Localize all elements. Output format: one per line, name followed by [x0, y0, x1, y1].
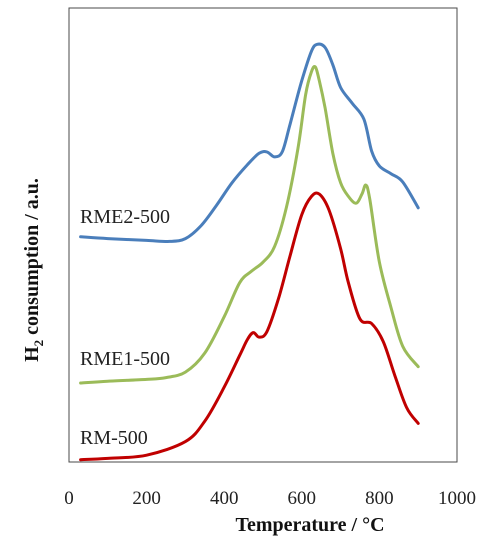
x-tick-label-400: 400	[210, 488, 239, 509]
x-tick-label-600: 600	[288, 488, 317, 509]
series-line-rm-500	[79, 191, 420, 462]
series-lines	[79, 42, 420, 462]
series-label-rme1: RME1-500	[80, 348, 170, 370]
x-axis-title: Temperature / °C	[235, 514, 384, 536]
y-axis-title-subscript: 2	[31, 340, 46, 347]
x-tick-label-800: 800	[365, 488, 394, 509]
y-axis-title: H2 consumption / a.u.	[21, 178, 46, 362]
series-label-rme2: RME2-500	[80, 206, 170, 228]
y-axis-title-suffix: consumption / a.u.	[21, 178, 43, 340]
x-tick-label-200: 200	[132, 488, 161, 509]
series-line-rme2-500	[79, 42, 420, 243]
series-line-rme1-500	[79, 65, 420, 385]
x-tick-label-0: 0	[64, 488, 74, 509]
x-tick-labels: 0 200 400 600 800 1000	[64, 488, 476, 509]
x-tick-label-1000: 1000	[438, 488, 476, 509]
y-axis-title-prefix: H	[21, 346, 43, 362]
plot-frame	[68, 7, 458, 463]
series-label-rm: RM-500	[80, 427, 148, 449]
